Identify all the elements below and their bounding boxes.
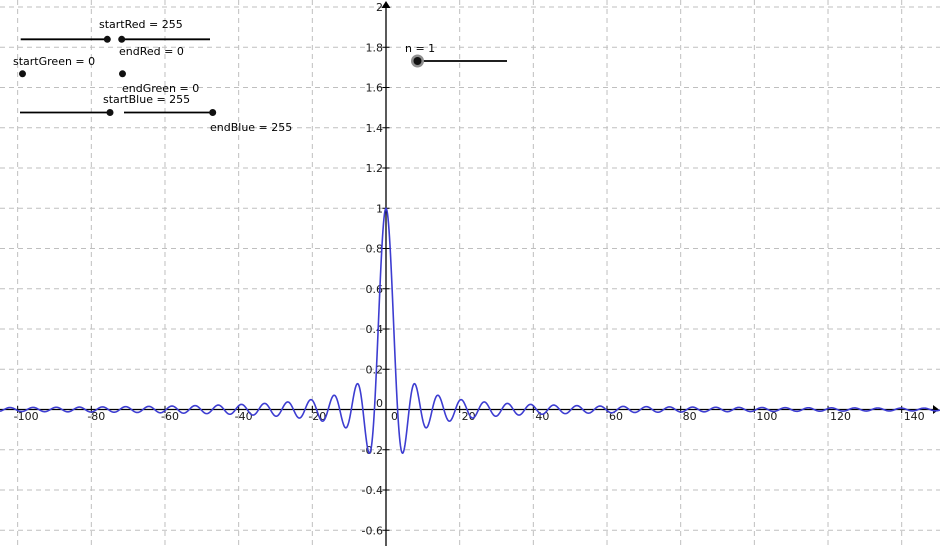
y-axis-tick-label: 1.6	[366, 82, 384, 95]
x-axis-tick-label: -40	[235, 410, 253, 423]
x-axis-tick-label: -100	[14, 410, 39, 423]
y-axis-tick-label: 0.8	[366, 243, 384, 256]
y-axis-tick-label: 1.2	[366, 162, 384, 175]
y-axis-tick-label: 0.6	[366, 283, 384, 296]
y-axis-tick-label: 0.2	[366, 363, 384, 376]
slider-label-n: n = 1	[405, 41, 436, 55]
x-axis-tick-label: 120	[830, 410, 851, 423]
x-axis-tick-label: -80	[87, 410, 105, 423]
slider-label-startGreen: startGreen = 0	[13, 54, 96, 68]
y-axis-tick-label: 1.4	[366, 122, 384, 135]
function-curve[interactable]	[0, 207, 940, 455]
slider-handle-startRed[interactable]	[103, 35, 111, 43]
y-axis-arrow-icon	[381, 1, 391, 8]
x-axis-tick-label: -60	[161, 410, 179, 423]
y-axis-tick-label: 2	[376, 1, 383, 14]
slider-label-startBlue: startBlue = 255	[103, 92, 191, 106]
x-axis-tick-label: 20	[462, 410, 476, 423]
x-axis-tick-label: 140	[904, 410, 925, 423]
slider-label-endBlue: endBlue = 255	[210, 120, 293, 134]
x-axis-tick-label: 0	[391, 410, 398, 423]
slider-handle-startBlue[interactable]	[106, 109, 114, 116]
slider-label-endRed: endRed = 0	[119, 44, 184, 58]
y-axis-tick-label: -0.6	[362, 524, 383, 537]
x-axis-arrow-icon	[933, 405, 939, 414]
slider-handle-endRed[interactable]	[118, 35, 126, 43]
slider-handle-endBlue[interactable]	[209, 109, 217, 116]
y-axis-tick-label: 0.4	[366, 323, 384, 336]
y-axis-tick-label: 1	[376, 202, 383, 215]
slider-handle-startGreen[interactable]	[19, 70, 26, 78]
slider-handle-n[interactable]	[413, 57, 422, 65]
x-axis-tick-label: 80	[683, 410, 697, 423]
slider-label-endGreen: endGreen = 0	[122, 81, 200, 95]
y-axis-tick-label: 1.8	[366, 41, 384, 54]
x-axis-tick-label: 100	[756, 410, 777, 423]
slider-handle-endGreen[interactable]	[119, 70, 126, 78]
slider-label-startRed: startRed = 255	[99, 17, 183, 31]
y-axis-tick-label: 0	[376, 397, 383, 410]
y-axis-tick-label: -0.4	[362, 484, 383, 497]
x-axis-tick-label: -20	[308, 410, 326, 423]
